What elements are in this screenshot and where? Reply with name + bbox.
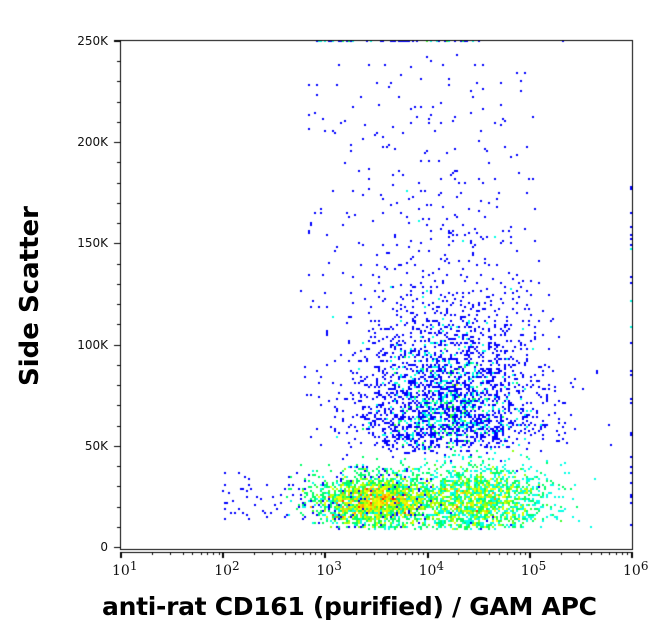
y-tick-label: 100K — [77, 337, 108, 352]
x-axis-label: anti-rat CD161 (purified) / GAM APC — [102, 592, 597, 621]
y-axis-label: Side Scatter — [15, 206, 45, 386]
x-tick-label: 103 — [316, 559, 342, 579]
y-tick-label: 200K — [77, 135, 108, 150]
x-tick-label: 104 — [418, 559, 445, 579]
y-tick-label: 0 — [100, 540, 108, 554]
x-tick-label: 106 — [623, 559, 649, 579]
x-tick-label: 105 — [520, 559, 547, 579]
y-tick-label: 50K — [84, 438, 108, 453]
x-tick-label: 101 — [112, 559, 138, 579]
y-tick-label: 150K — [77, 236, 108, 251]
y-tick-label: 250K — [77, 34, 108, 48]
x-tick-label: 102 — [214, 559, 240, 579]
